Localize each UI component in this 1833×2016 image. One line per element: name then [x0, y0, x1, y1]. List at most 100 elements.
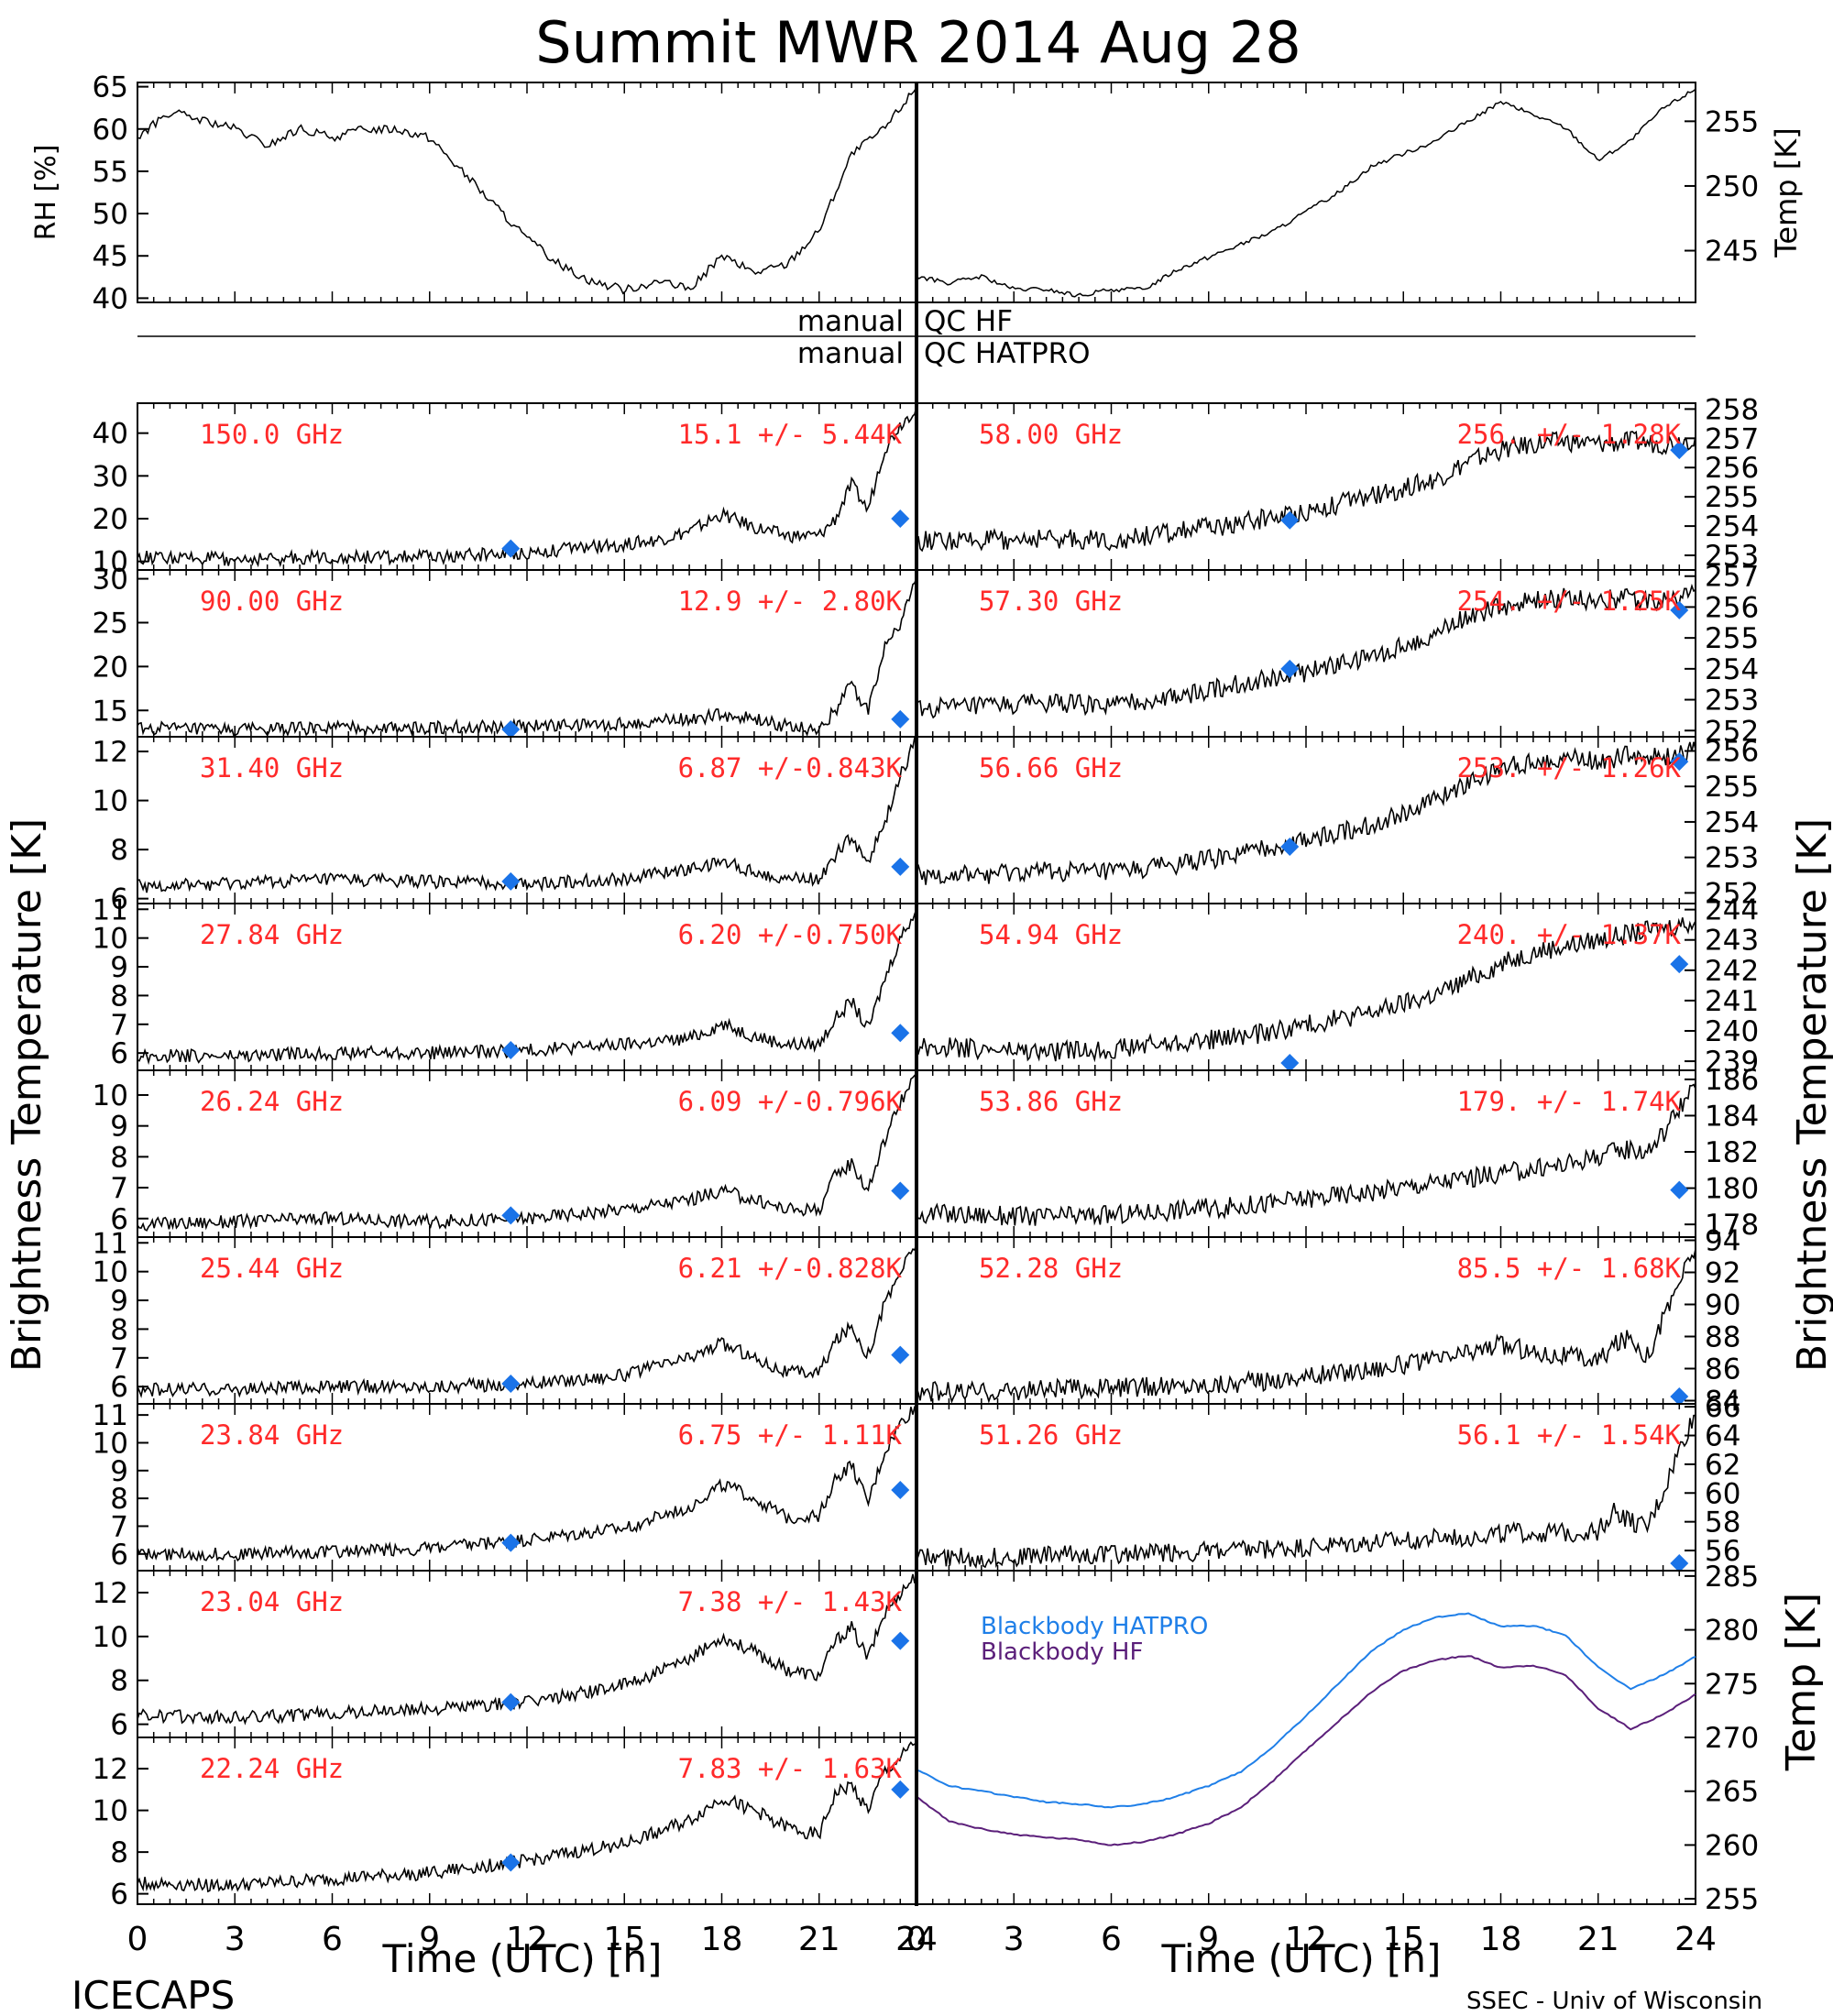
- y-tick-label: 256: [1705, 591, 1759, 624]
- y-tick-label: 178: [1705, 1209, 1759, 1242]
- sounding-marker: [1280, 1054, 1300, 1072]
- x-tick-label: 15: [603, 1921, 645, 1958]
- y-tick-label: 255: [1705, 622, 1759, 655]
- frequency-label: 23.04 GHz: [200, 1586, 344, 1617]
- stat-label: 253. +/- 1.26K: [1457, 752, 1682, 783]
- y-tick-label: 280: [1705, 1615, 1759, 1648]
- frequency-label: 22.24 GHz: [200, 1753, 344, 1784]
- y-tick-label: 20: [93, 651, 128, 684]
- left-panel-8-series-line: [137, 1741, 917, 1893]
- stat-label: 256. +/- 1.28K: [1457, 419, 1682, 450]
- y-tick-label: 270: [1705, 1722, 1759, 1755]
- blackbody-hf-line: [916, 1655, 1696, 1846]
- y-tick-label: 260: [1705, 1829, 1759, 1862]
- sounding-marker: [501, 1533, 521, 1552]
- sounding-marker: [1670, 955, 1689, 974]
- x-tick-label: 3: [1004, 1921, 1025, 1958]
- x-tick-label: 0: [127, 1921, 148, 1958]
- stat-label: 7.83 +/- 1.63K: [678, 1753, 903, 1784]
- y-tick-label: 60: [1705, 1477, 1740, 1510]
- qc-hf-right-label: QC HF: [924, 305, 1013, 338]
- y-tick-label: 182: [1705, 1136, 1759, 1169]
- y-tick-label: 9: [110, 1111, 128, 1144]
- y-tick-label: 86: [1705, 1353, 1740, 1386]
- sounding-marker: [501, 1375, 521, 1394]
- y-tick-label: 6: [110, 1371, 128, 1404]
- y-tick-label: 7: [110, 1510, 128, 1543]
- y-tick-label: 62: [1705, 1449, 1740, 1482]
- temp-panel: 245 250 255 Temp [K]: [916, 82, 1804, 303]
- x-tick-label: 24: [1674, 1921, 1717, 1958]
- y-tick-label: 255: [1705, 771, 1759, 804]
- y-tick-label: 252: [1705, 715, 1759, 748]
- y-tick-label: 8: [110, 1141, 128, 1174]
- left-panel-7-series-line: [137, 1573, 917, 1726]
- y-tick-label: 258: [1705, 393, 1759, 426]
- stat-label: 85.5 +/- 1.68K: [1457, 1253, 1682, 1284]
- sounding-marker: [891, 1631, 910, 1650]
- y-tick-label: 15: [93, 695, 128, 728]
- y-tick-label: 250: [1705, 170, 1759, 203]
- legend-blackbody-hatpro: Blackbody HATPRO: [981, 1613, 1208, 1640]
- frequency-label: 51.26 GHz: [979, 1419, 1123, 1451]
- x-tick-label: 12: [506, 1921, 548, 1958]
- left-panel-2: 6 8 10 12 31.40 GHz 6.87 +/-0.843K: [93, 736, 917, 916]
- y-tick-label: 265: [1705, 1776, 1759, 1809]
- y-tick-label: 10: [93, 1795, 128, 1828]
- sounding-marker: [1670, 441, 1689, 460]
- sounding-marker: [1670, 1180, 1689, 1200]
- left-panel-0-series-line: [137, 405, 917, 568]
- frequency-label: 31.40 GHz: [200, 752, 344, 783]
- y-tick-label: 239: [1705, 1046, 1759, 1079]
- left-panel-4-series-line: [137, 1074, 917, 1232]
- y-tick-label: 252: [1705, 877, 1759, 910]
- sounding-marker: [891, 1780, 910, 1799]
- qc-hatpro-right-label: QC HATPRO: [924, 337, 1091, 370]
- left-panel-7: 6 8 10 12 23.04 GHz 7.38 +/- 1.43K: [93, 1570, 917, 1742]
- right-panel-0-series-line: [916, 431, 1696, 553]
- sounding-marker: [1280, 510, 1300, 530]
- y-tick-label: 253: [1705, 685, 1759, 718]
- stat-label: 7.38 +/- 1.43K: [678, 1586, 903, 1617]
- left-panel-5-series-line: [137, 1243, 917, 1398]
- y-tick-label: 256: [1705, 452, 1759, 485]
- sounding-marker: [1670, 1387, 1689, 1406]
- sounding-marker: [891, 857, 910, 876]
- y-tick-label: 8: [110, 1836, 128, 1869]
- sounding-marker: [501, 871, 521, 891]
- x-tick-label: 6: [1101, 1921, 1122, 1958]
- y-tick-label: 11: [93, 1227, 128, 1260]
- sounding-marker: [501, 1693, 521, 1712]
- stat-label: 6.21 +/-0.828K: [678, 1253, 903, 1284]
- right-panel-3-series-line: [916, 917, 1696, 1063]
- y-tick-label: 40: [93, 282, 128, 315]
- y-tick-label: 186: [1705, 1064, 1759, 1097]
- sounding-marker: [501, 720, 521, 739]
- left-panel-6-series-line: [137, 1406, 917, 1562]
- y-tick-label: 255: [1705, 1883, 1759, 1916]
- frequency-label: 26.24 GHz: [200, 1086, 344, 1117]
- x-tick-label: 24: [895, 1921, 938, 1958]
- y-tick-label: 10: [93, 1427, 128, 1460]
- sounding-marker: [891, 709, 910, 729]
- y-tick-label: 6: [110, 1879, 128, 1912]
- y-tick-label: 92: [1705, 1257, 1740, 1290]
- x-tick-label: 21: [1577, 1921, 1619, 1958]
- footer-icecaps: ICECAPS: [71, 1973, 235, 2016]
- stat-label: 179. +/- 1.74K: [1457, 1086, 1682, 1117]
- sounding-marker: [891, 1345, 910, 1364]
- frequency-label: 52.28 GHz: [979, 1253, 1123, 1284]
- y-tick-label: 12: [93, 1577, 128, 1610]
- y-tick-label: 242: [1705, 955, 1759, 988]
- y-tick-label: 12: [93, 1753, 128, 1786]
- sounding-marker: [501, 1041, 521, 1060]
- y-tick-label: 184: [1705, 1100, 1759, 1133]
- y-tick-label: 10: [93, 1621, 128, 1654]
- y-tick-label: 10: [93, 923, 128, 956]
- right-panel-4-series-line: [916, 1083, 1696, 1226]
- y-tick-label: 275: [1705, 1668, 1759, 1701]
